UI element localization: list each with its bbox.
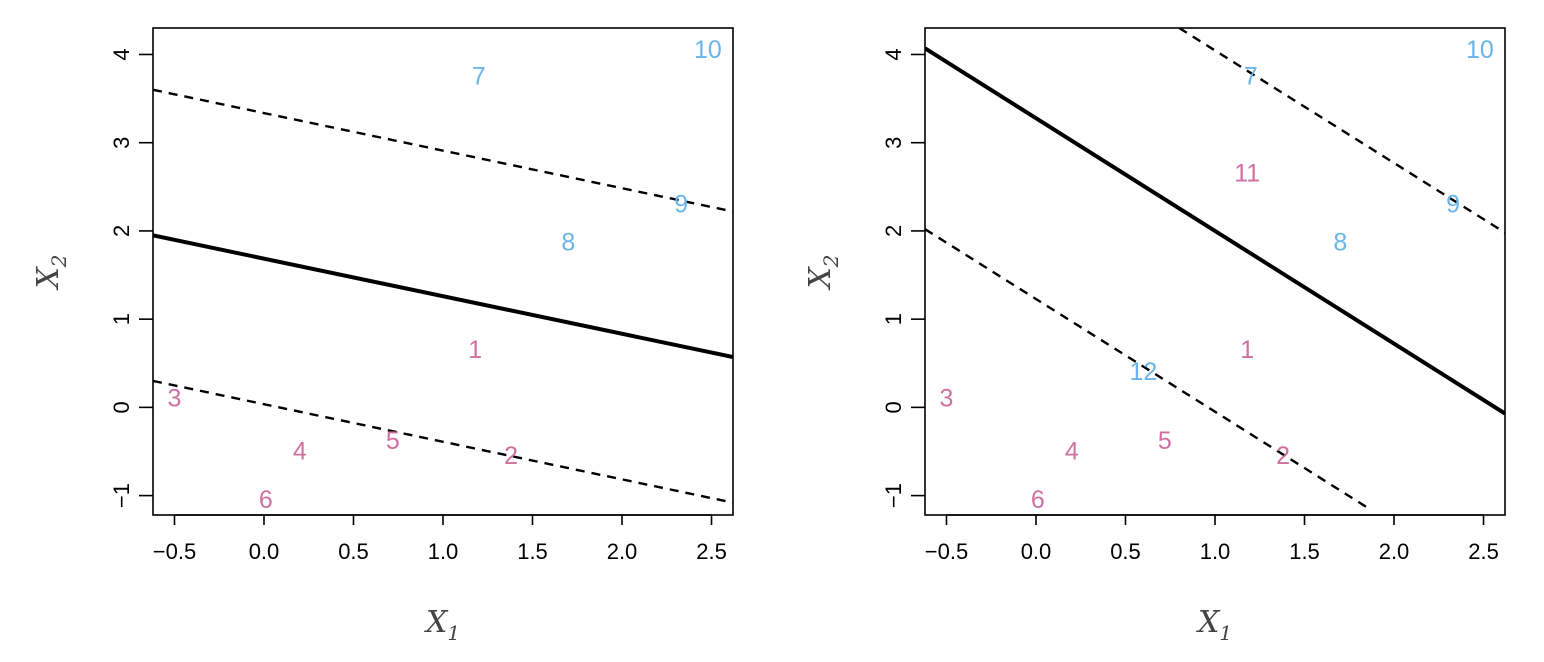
- y-tick-label: −1: [109, 483, 134, 508]
- y-axis-title-subscript: 2: [819, 254, 843, 268]
- x-tick-label: −0.5: [153, 539, 196, 564]
- data-point-label: 7: [1244, 63, 1258, 91]
- data-point-label: 6: [259, 486, 273, 514]
- y-tick-label: 3: [109, 137, 134, 149]
- data-point-label: 12: [1129, 358, 1157, 386]
- x-tick-label: 2.0: [1379, 539, 1410, 564]
- data-point-label: 7: [472, 63, 486, 91]
- x-tick-label: 1.5: [517, 539, 548, 564]
- x-tick-label: −0.5: [925, 539, 968, 564]
- data-point-label: 8: [1333, 228, 1347, 256]
- x-tick-label: 2.0: [607, 539, 638, 564]
- data-point-label: 3: [940, 385, 954, 413]
- data-point-label: 3: [168, 385, 182, 413]
- x-axis-title-subscript: 1: [447, 621, 460, 645]
- margin-line: [153, 88, 733, 213]
- margin-line: [925, 228, 1372, 511]
- x-tick-label: 0.0: [1021, 539, 1052, 564]
- data-point-label: 8: [561, 228, 575, 256]
- y-tick-label: 3: [881, 137, 906, 149]
- x-axis-title-subscript: 1: [1219, 621, 1232, 645]
- x-tick-label: 1.5: [1289, 539, 1320, 564]
- data-point-label: 9: [1446, 190, 1460, 218]
- left-panel: −0.5 0.0 0.5 1.0 1.5 2.0 2.5 −1 0 1 2 3 4 X1 X2 1 2 3 4 5 6 7…: [31, 27, 734, 645]
- data-point-label: 2: [1276, 442, 1290, 470]
- x-tick-label: 0.5: [338, 539, 369, 564]
- data-point-label: 10: [694, 36, 722, 64]
- hyperplane-line: [153, 233, 733, 360]
- x-tick-label: 2.5: [696, 539, 727, 564]
- y-tick-label: 2: [881, 225, 906, 237]
- data-point-label: 10: [1466, 36, 1494, 64]
- data-point-label: 9: [674, 190, 688, 218]
- data-point-label: 5: [386, 427, 400, 455]
- y-axis-title: X2: [31, 254, 71, 290]
- data-point-label: 1: [468, 336, 482, 364]
- data-point-label: 11: [1234, 160, 1260, 188]
- y-tick-label: 0: [109, 401, 134, 413]
- y-tick-label: −1: [881, 483, 906, 508]
- y-tick-label: 4: [881, 48, 906, 60]
- x-tick-label: 0.0: [249, 539, 280, 564]
- y-axis-title: X2: [803, 254, 843, 290]
- x-tick-label: 2.5: [1468, 539, 1499, 564]
- data-point-label: 2: [504, 442, 518, 470]
- data-point-label: 4: [293, 437, 307, 465]
- hyperplane-line: [925, 46, 1505, 416]
- x-axis-title: X1: [1196, 605, 1232, 645]
- x-axis-title: X1: [424, 605, 460, 645]
- y-axis-title-subscript: 2: [47, 254, 71, 268]
- x-tick-label: 1.0: [428, 539, 459, 564]
- y-tick-label: 0: [881, 401, 906, 413]
- y-tick-label: 1: [109, 313, 134, 325]
- data-point-label: 6: [1031, 486, 1045, 514]
- margin-line: [153, 379, 733, 504]
- data-point-label: 5: [1158, 427, 1172, 455]
- data-point-label: 1: [1240, 336, 1254, 364]
- y-tick-label: 4: [109, 48, 134, 60]
- x-tick-label: 1.0: [1200, 539, 1231, 564]
- data-point-label: 4: [1065, 437, 1079, 465]
- y-tick-label: 2: [109, 225, 134, 237]
- y-tick-label: 1: [881, 313, 906, 325]
- margin-line: [1178, 28, 1505, 234]
- x-tick-label: 0.5: [1110, 539, 1141, 564]
